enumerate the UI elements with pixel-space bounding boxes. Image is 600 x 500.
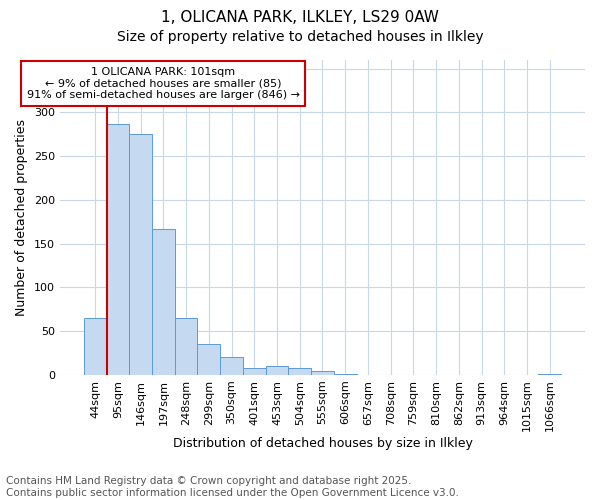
Bar [334, 374, 356, 375]
Text: Contains HM Land Registry data © Crown copyright and database right 2025.
Contai: Contains HM Land Registry data © Crown c… [6, 476, 459, 498]
Text: 1 OLICANA PARK: 101sqm
← 9% of detached houses are smaller (85)
91% of semi-deta: 1 OLICANA PARK: 101sqm ← 9% of detached … [27, 67, 300, 100]
Bar [175, 318, 197, 375]
Bar [152, 229, 175, 375]
Bar [107, 124, 129, 375]
Bar [266, 366, 289, 375]
Text: 1, OLICANA PARK, ILKLEY, LS29 0AW: 1, OLICANA PARK, ILKLEY, LS29 0AW [161, 10, 439, 25]
Bar [197, 344, 220, 375]
Bar [243, 368, 266, 375]
Bar [311, 372, 334, 375]
Bar [84, 318, 107, 375]
Bar [538, 374, 561, 375]
Text: Size of property relative to detached houses in Ilkley: Size of property relative to detached ho… [116, 30, 484, 44]
X-axis label: Distribution of detached houses by size in Ilkley: Distribution of detached houses by size … [173, 437, 472, 450]
Bar [289, 368, 311, 375]
Y-axis label: Number of detached properties: Number of detached properties [16, 119, 28, 316]
Bar [129, 134, 152, 375]
Bar [220, 358, 243, 375]
